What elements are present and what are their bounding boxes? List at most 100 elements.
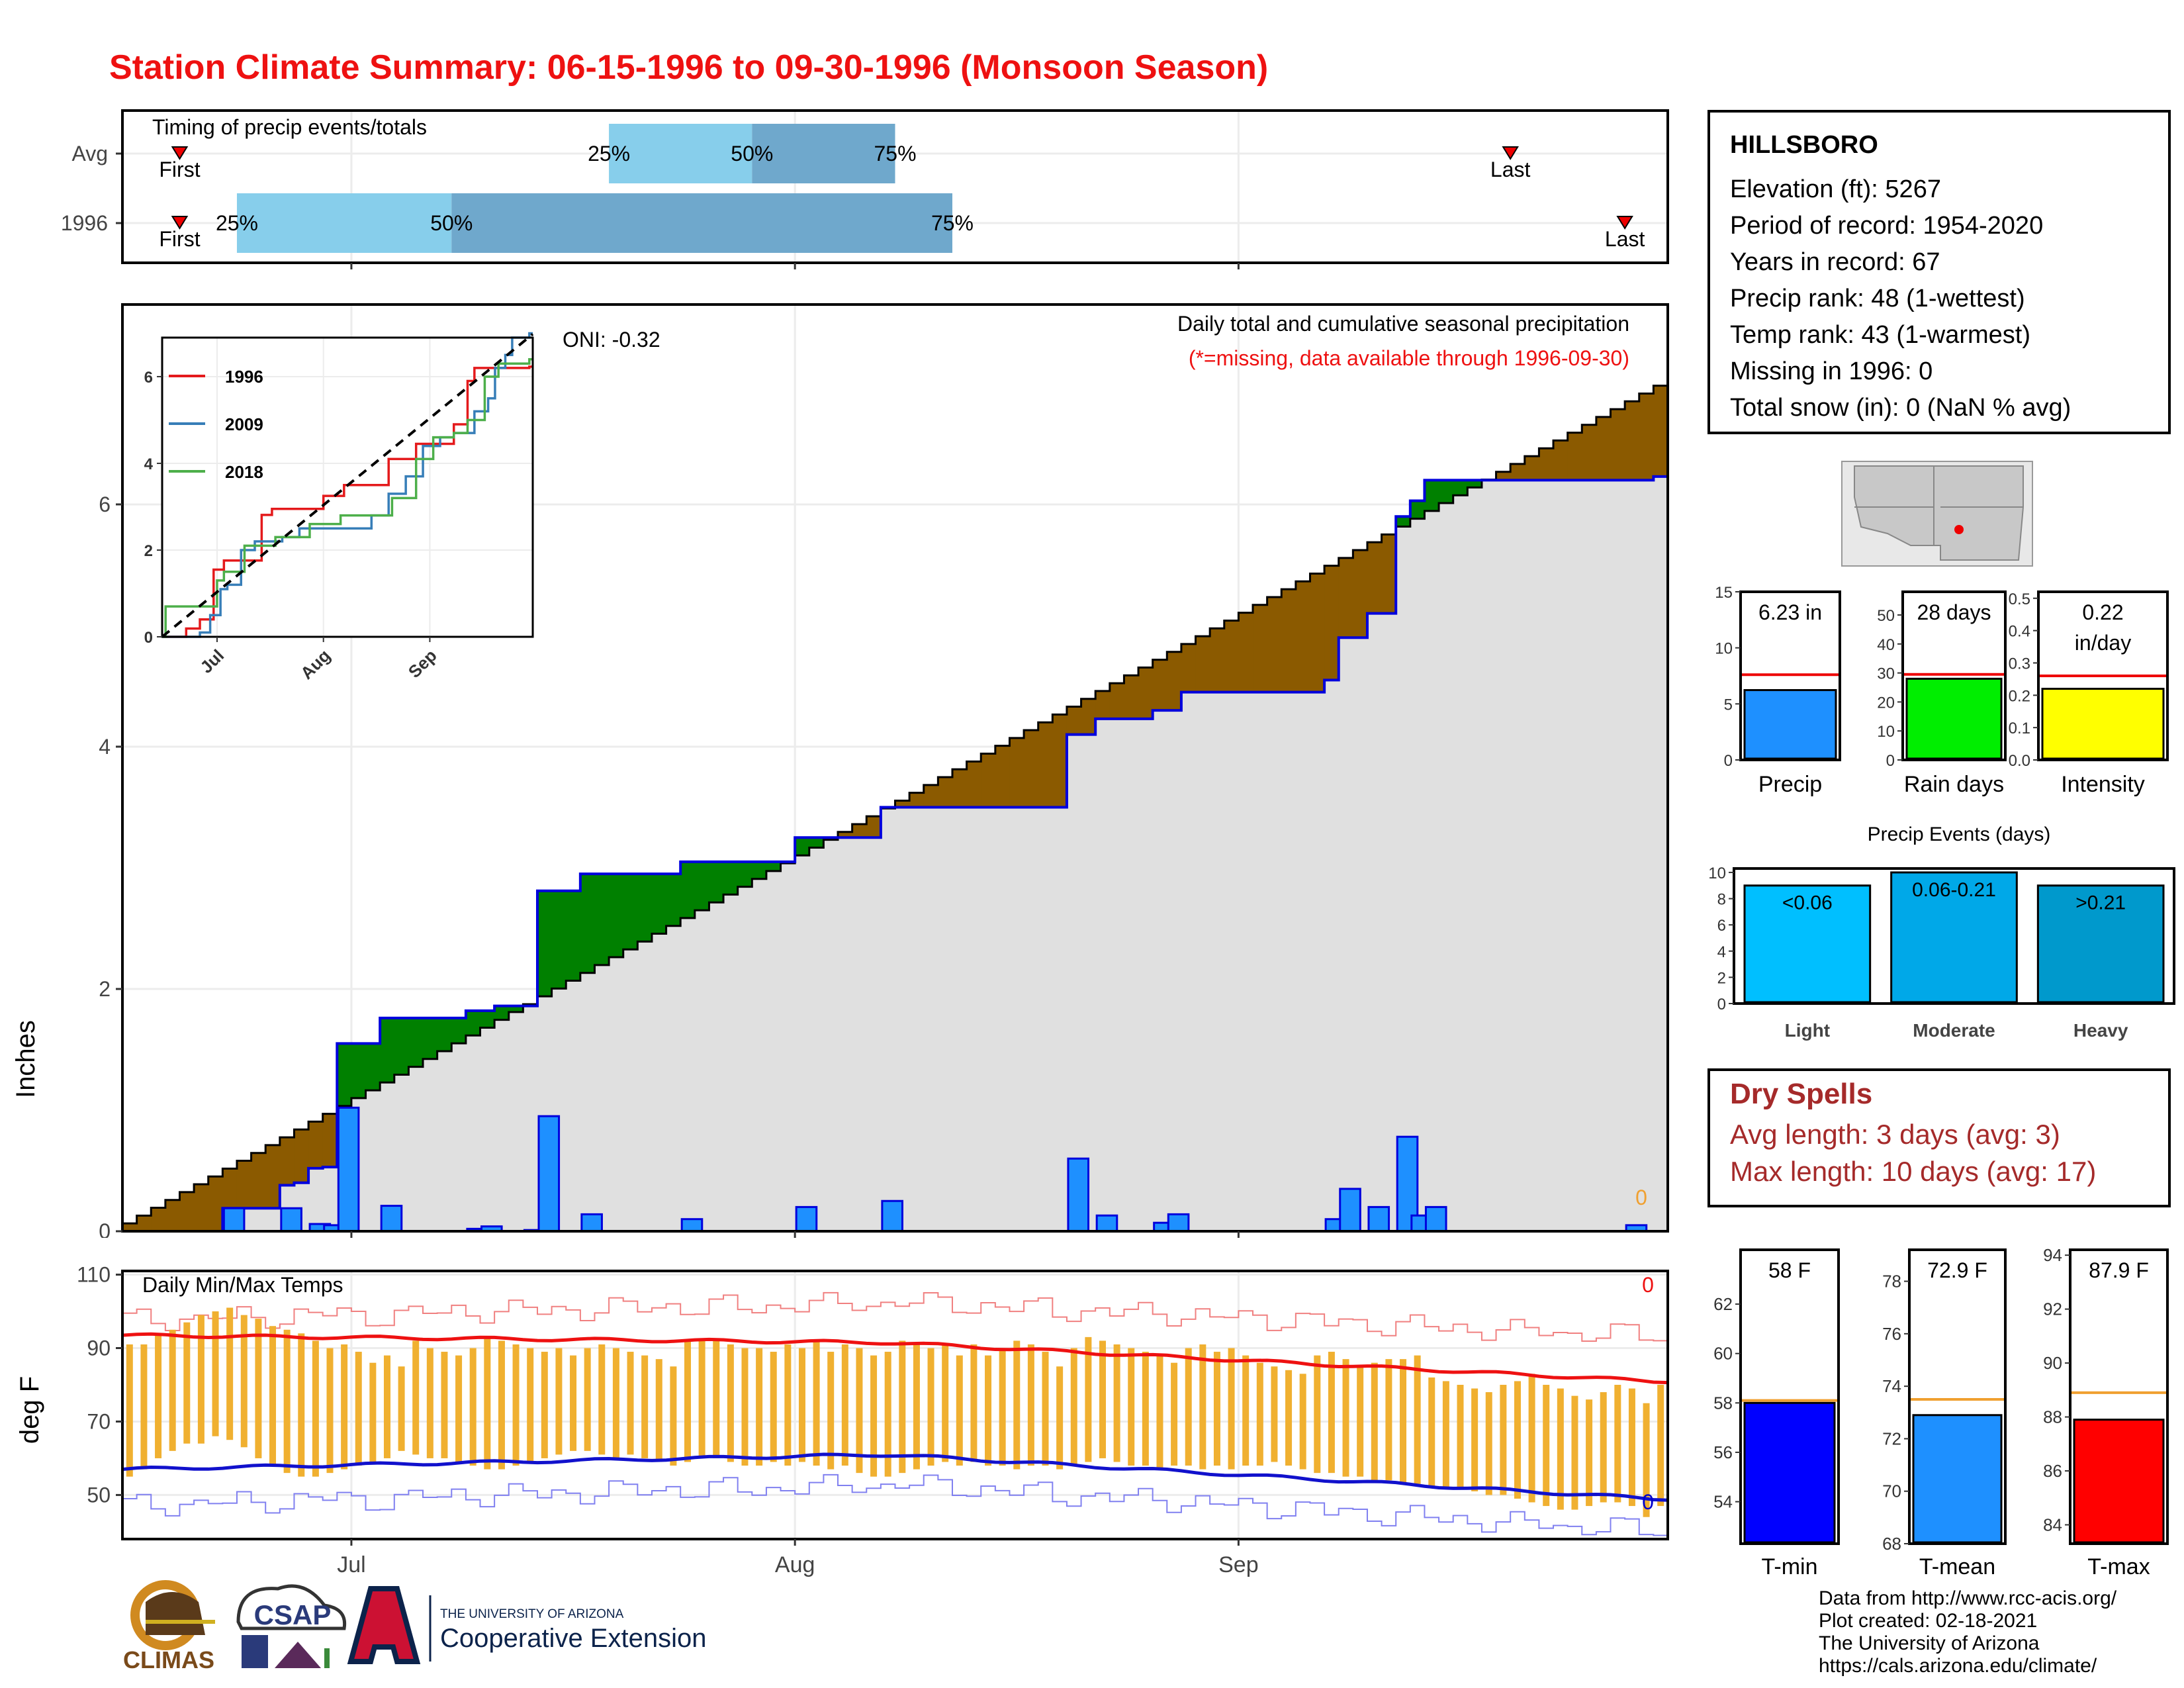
last-label: Last: [1490, 158, 1531, 181]
deficit-segment: [895, 800, 910, 808]
summary-value-label: 0.22: [2082, 600, 2123, 624]
logos: CLIMAS CSAP THE UNIVERSITY OF ARIZONA Co…: [123, 1580, 706, 1673]
daily-temp-bar: [1128, 1348, 1135, 1466]
daily-temp-bar: [169, 1329, 176, 1451]
deficit-segment: [1596, 416, 1612, 481]
deficit-segment: [1152, 659, 1167, 711]
deficit-segment: [1267, 596, 1282, 692]
daily-temp-bar: [1471, 1388, 1479, 1491]
surplus-segment: [551, 890, 567, 989]
daily-temp-bar: [784, 1344, 792, 1466]
summary-y-tick-label: 78: [1882, 1272, 1901, 1291]
p75-label: 75%: [874, 142, 916, 165]
daily-temp-bar: [856, 1348, 863, 1474]
dry-spells-box: Dry Spells Avg length: 3 days (avg: 3) M…: [1707, 1068, 2171, 1207]
surplus-segment: [451, 1017, 467, 1044]
month-tick-label: Aug: [775, 1552, 815, 1577]
daily-temp-bar: [1027, 1344, 1034, 1466]
deficit-segment: [838, 831, 853, 838]
events-y-tick-label: 10: [1708, 865, 1726, 882]
credit-line: Plot created: 02-18-2021: [1819, 1610, 2038, 1632]
inset-series-avg: [161, 333, 534, 638]
deficit-segment: [966, 761, 981, 808]
deficit-segment: [279, 1137, 295, 1186]
daily-temp-bar: [913, 1344, 920, 1470]
daily-temp-bar: [1299, 1374, 1306, 1470]
deficit-segment: [251, 1152, 266, 1209]
station-elevation: Elevation (ft): 5267: [1730, 175, 1941, 203]
deficit-segment: [995, 745, 1010, 808]
deficit-segment: [1038, 722, 1053, 808]
surplus-segment: [423, 1017, 438, 1059]
summary-y-tick-label: 92: [2043, 1299, 2062, 1319]
surplus-segment: [380, 1017, 395, 1083]
daily-temp-bar: [240, 1315, 248, 1448]
daily-temp-bar: [412, 1340, 420, 1455]
summary-y-tick-label: 0.1: [2009, 720, 2030, 737]
surplus-segment: [594, 874, 610, 965]
surplus-segment: [1439, 480, 1454, 504]
deficit-segment: [909, 792, 925, 808]
daily-temp-bar: [1442, 1381, 1449, 1488]
last-marker: [1502, 146, 1519, 160]
daily-temp-bar: [426, 1348, 433, 1458]
daily-precip-bar: [1424, 1205, 1447, 1233]
deficit-segment: [852, 823, 867, 838]
daily-precip-bar: [795, 1205, 818, 1233]
timing-panel: Timing of precip events/totals 25% 50% 75% F…: [61, 109, 1669, 269]
summary-y-tick-label: 60: [1713, 1344, 1733, 1364]
daily-temp-bar: [140, 1344, 148, 1470]
daily-temp-bar: [369, 1362, 377, 1462]
summary-category-label: Rain days: [1904, 772, 2004, 797]
avg_min-line: [122, 1452, 1668, 1502]
daily-temp-bar: [770, 1352, 777, 1462]
daily-temp-bar: [383, 1355, 390, 1458]
summary-y-tick-label: 86: [2043, 1461, 2062, 1481]
deficit-segment: [1567, 432, 1582, 481]
daily-temp-bar: [527, 1348, 534, 1462]
daily-precip-bar: [1067, 1157, 1090, 1233]
credit-line: https://cals.arizona.edu/climate/: [1819, 1655, 2097, 1677]
daily-precip-bar: [337, 1106, 360, 1233]
deficit-segment: [1610, 409, 1625, 481]
daily-temp-bar: [598, 1344, 606, 1455]
daily-temp-bar: [756, 1348, 763, 1466]
daily-temp-bar: [1457, 1384, 1464, 1488]
plot-frame: [121, 303, 1669, 1233]
daily-temp-bar: [197, 1315, 205, 1444]
event-bar-label: <0.06: [1782, 892, 1833, 914]
daily-temp-bar: [713, 1340, 720, 1458]
station-location-dot: [1954, 525, 1964, 534]
daily-temp-bar: [1171, 1362, 1178, 1466]
temp-y-axis-label: deg F: [15, 1376, 44, 1444]
deficit-segment: [1024, 730, 1039, 808]
deficit-segment: [1210, 628, 1225, 692]
daily-temp-bar: [841, 1344, 848, 1466]
summary-y-tick-label: 94: [2043, 1245, 2062, 1265]
summary-y-tick-label: 0.5: [2009, 590, 2030, 608]
deficit-segment: [1181, 643, 1197, 692]
legend-label: 2009: [225, 414, 263, 434]
summary-y-tick-label: 0.3: [2009, 655, 2030, 673]
first-label: First: [159, 227, 200, 251]
surplus-segment: [408, 1017, 424, 1067]
daily-temp-bar: [1314, 1355, 1321, 1474]
deficit-segment: [1510, 463, 1525, 481]
daily-temp-bar: [813, 1340, 820, 1466]
daily-temp-bar: [798, 1348, 805, 1462]
inset-series-2018: [162, 358, 533, 638]
daily-temp-bar: [584, 1348, 591, 1451]
first-marker: [171, 146, 189, 160]
summary-value-label: 72.9 F: [1927, 1258, 1987, 1282]
temp-frame: [121, 1270, 1669, 1540]
surplus-segment: [623, 874, 638, 950]
record_max-line: [122, 1291, 1668, 1342]
summary-y-tick-label: 5: [1724, 696, 1733, 714]
surplus-segment: [508, 1006, 523, 1012]
daily-temp-bar: [1643, 1403, 1650, 1517]
deficit-segment: [1653, 385, 1668, 477]
surplus-segment: [337, 1043, 352, 1106]
summary-category-label: Precip: [1758, 772, 1822, 797]
daily-temp-bar: [1213, 1352, 1220, 1466]
deficit-segment: [1081, 698, 1096, 735]
